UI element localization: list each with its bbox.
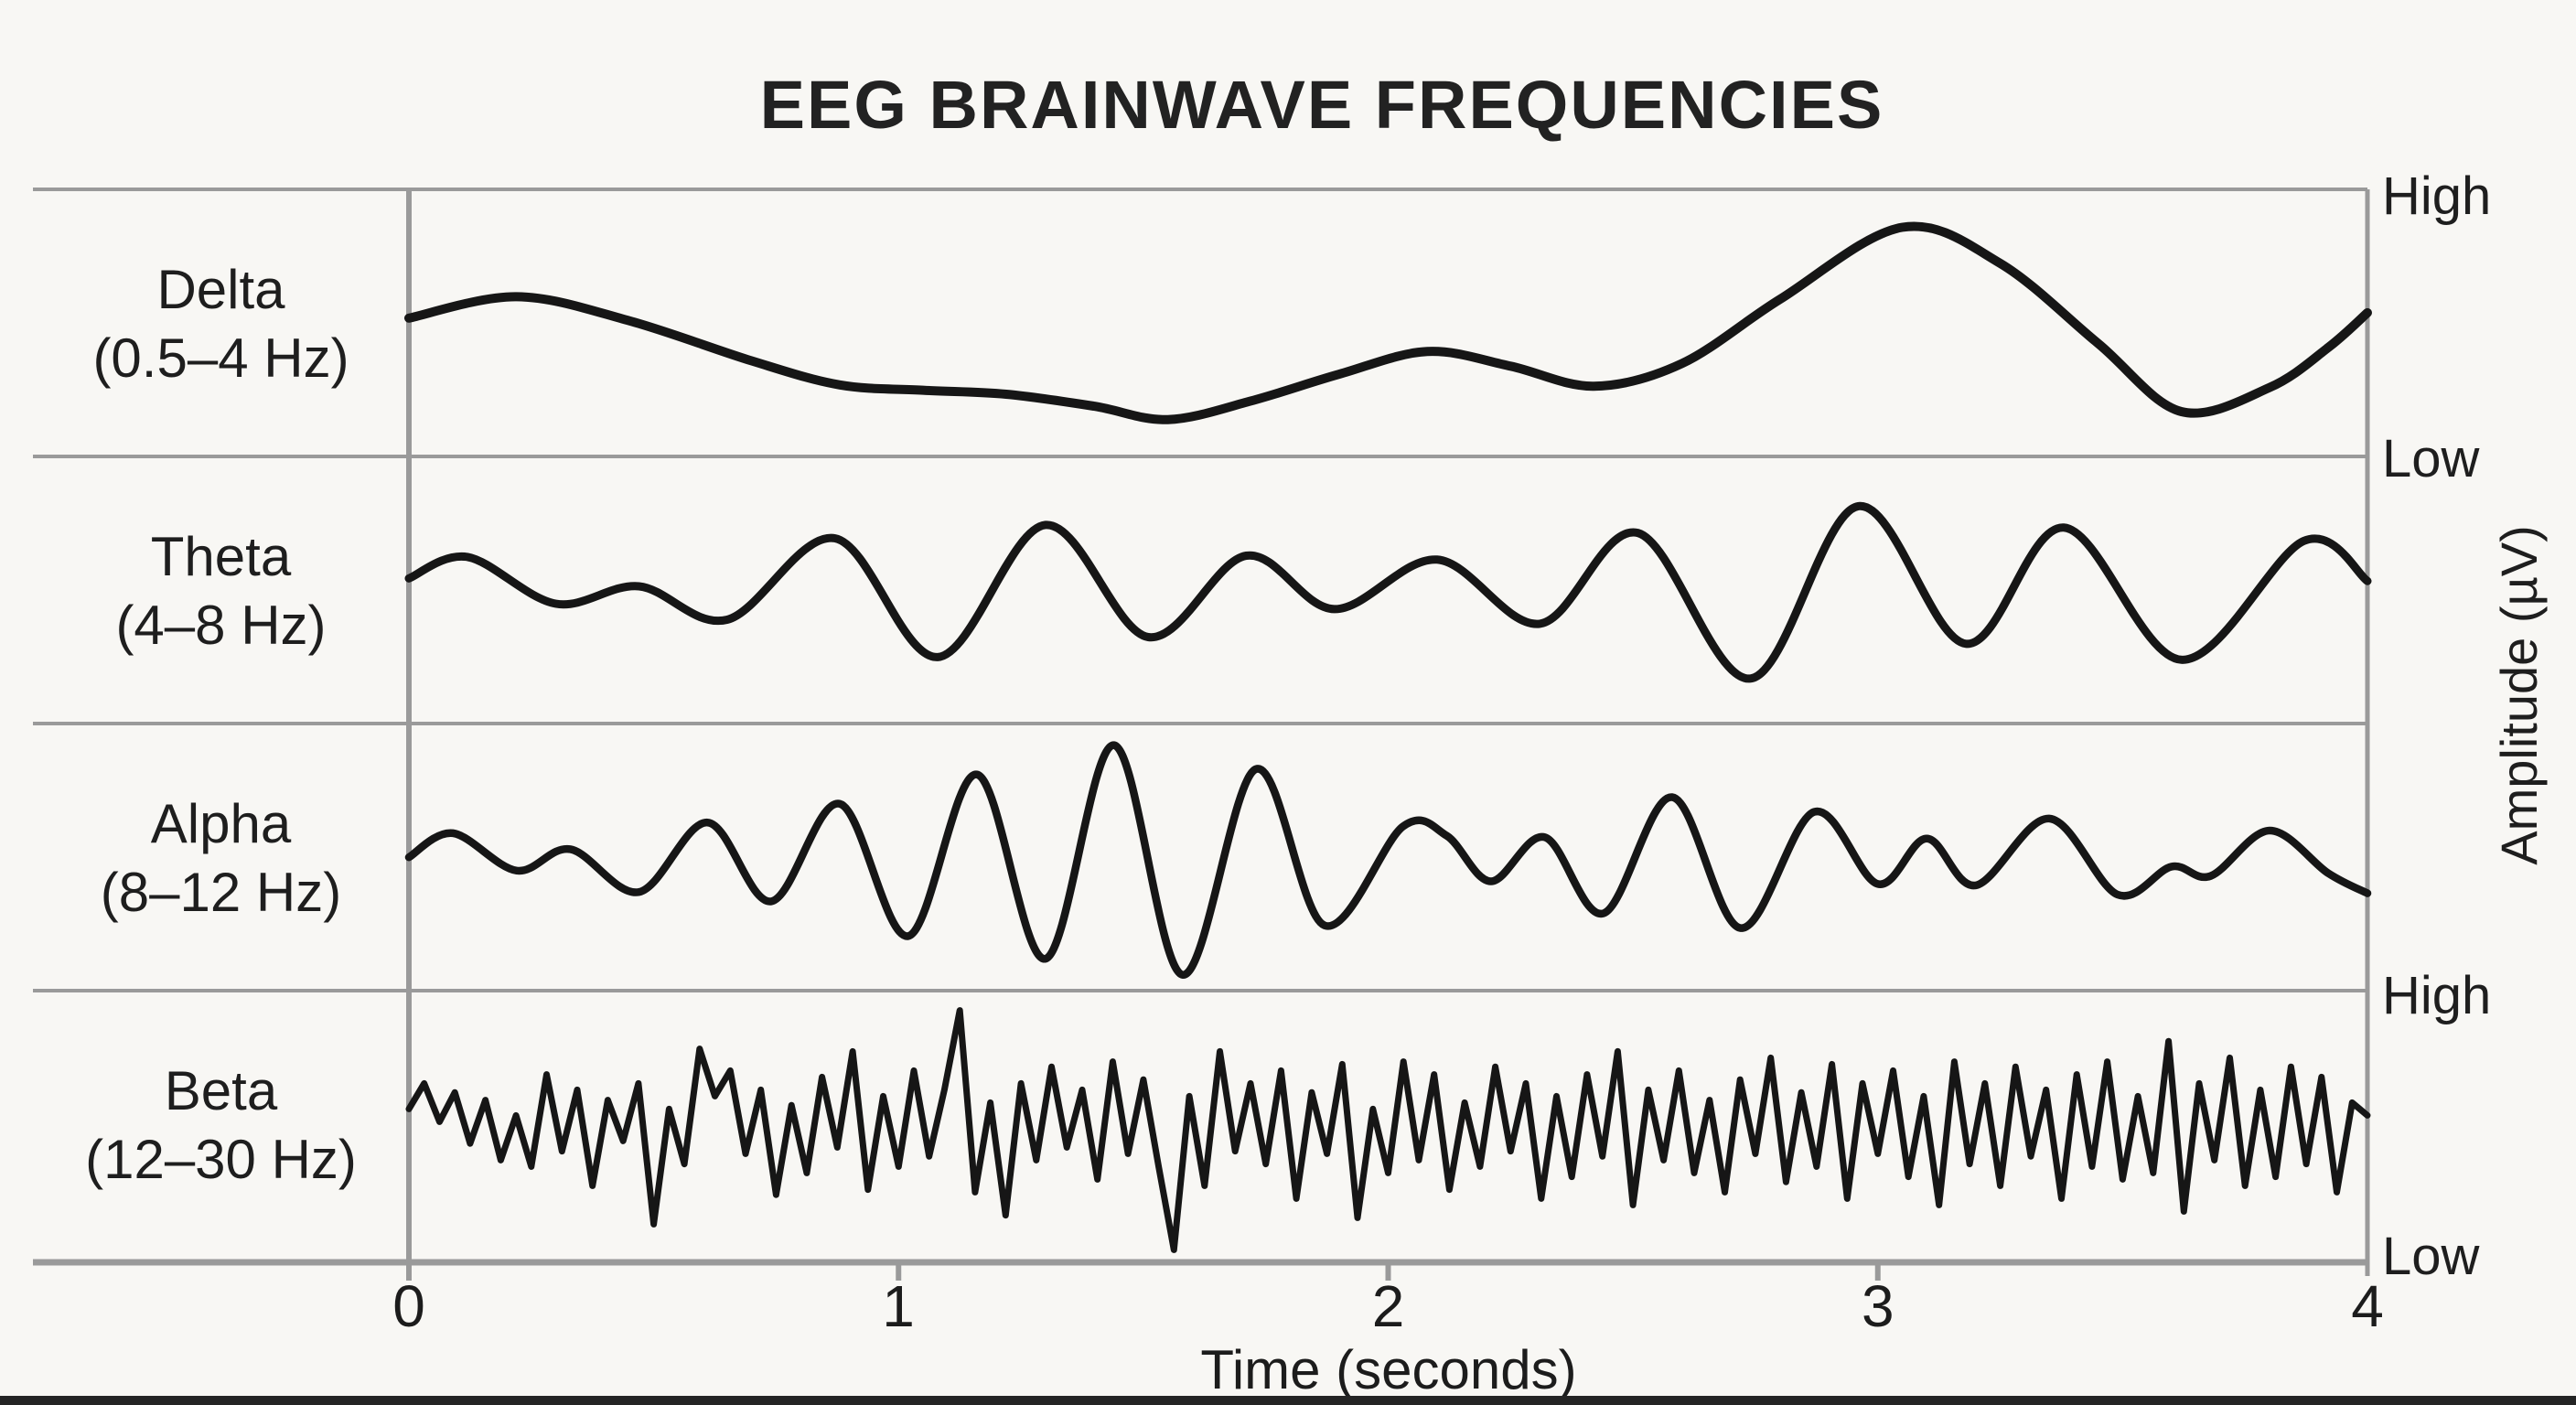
band-range: (12–30 Hz)	[85, 1128, 357, 1190]
band-name: Beta	[164, 1059, 278, 1121]
x-tick-label-2: 2	[1371, 1273, 1405, 1339]
row-label-theta: Theta (4–8 Hz)	[33, 456, 409, 724]
amplitude-marker-high-top: High	[2382, 166, 2492, 226]
bottom-edge-band	[0, 1396, 2576, 1405]
x-tick-label-4: 4	[2351, 1273, 2384, 1339]
wave-delta	[404, 221, 2372, 424]
amplitude-marker-high-bottom: High	[2382, 966, 2492, 1025]
wave-beta	[405, 1007, 2371, 1253]
grid-lines	[33, 188, 2370, 1281]
band-name: Delta	[156, 258, 285, 320]
amplitude-marker-low-top: Low	[2382, 429, 2480, 488]
x-axis-title: Time (seconds)	[1200, 1339, 1577, 1400]
wave-alpha	[404, 741, 2372, 979]
x-tick-label-3: 3	[1861, 1273, 1894, 1339]
x-tick-label-0: 0	[392, 1273, 425, 1339]
row-label-alpha: Alpha (8–12 Hz)	[33, 724, 409, 992]
band-name: Theta	[150, 525, 292, 587]
band-range: (4–8 Hz)	[115, 594, 327, 656]
wave-theta	[404, 501, 2372, 683]
amplitude-axis-label: Amplitude (µV)	[2490, 525, 2548, 865]
band-range: (0.5–4 Hz)	[92, 327, 349, 389]
x-tick-label-1: 1	[882, 1273, 915, 1339]
row-label-beta: Beta (12–30 Hz)	[33, 991, 409, 1259]
amplitude-marker-low-bottom: Low	[2382, 1227, 2480, 1286]
chart-title: EEG BRAINWAVE FREQUENCIES	[759, 67, 1884, 143]
waveforms	[404, 221, 2372, 1253]
row-label-delta: Delta (0.5–4 Hz)	[33, 189, 409, 457]
band-name: Alpha	[150, 792, 292, 854]
band-range: (8–12 Hz)	[100, 861, 342, 923]
